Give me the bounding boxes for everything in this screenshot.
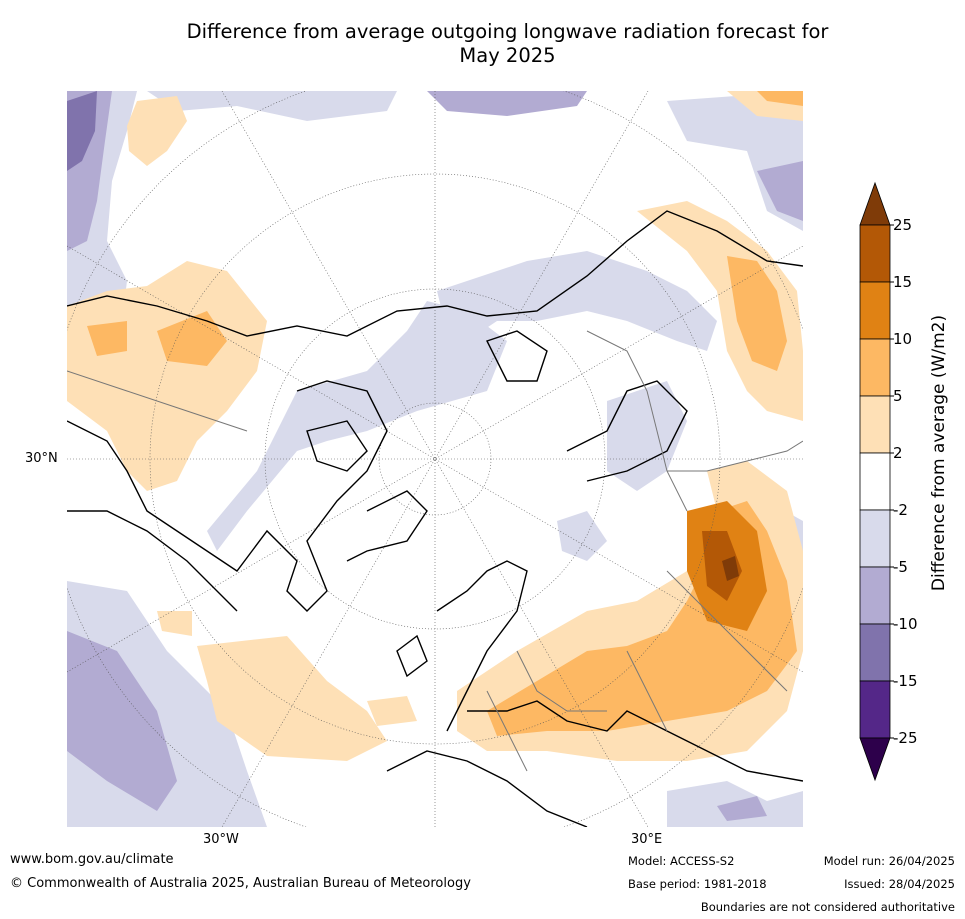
disclaimer-text: Boundaries are not considered authoritat…	[700, 900, 955, 914]
graticule	[67, 91, 803, 827]
lon-label-30e: 30°E	[631, 832, 663, 847]
colorbar-tick-label: -25	[893, 729, 918, 747]
colorbar-tick-label: 5	[893, 387, 903, 405]
polar-map	[67, 91, 803, 827]
colorbar-swatch	[859, 566, 891, 625]
colorbar-arrow-top	[859, 181, 891, 226]
colorbar-arrow-bottom	[859, 737, 891, 782]
colorbar-tick-label: -5	[893, 558, 908, 576]
coastlines	[67, 210, 803, 827]
colorbar-tick-label: 2	[893, 444, 903, 462]
colorbar-swatch	[859, 224, 891, 283]
colorbar-swatch	[859, 338, 891, 397]
colorbar-tick-label: 15	[893, 273, 912, 291]
colorbar-swatch	[859, 281, 891, 340]
colorbar-swatch	[859, 452, 891, 511]
colorbar-swatch	[859, 680, 891, 739]
country-boundaries	[67, 330, 803, 772]
colorbar-tick-label: -10	[893, 615, 918, 633]
model-run-text: Model run: 26/04/2025	[823, 854, 955, 868]
colorbar-swatch	[859, 509, 891, 568]
positive-anomaly-regions	[67, 91, 803, 761]
model-text: Model: ACCESS-S2	[628, 854, 735, 868]
lat-label-30n: 30°N	[25, 451, 58, 466]
negative-anomaly-regions	[67, 91, 803, 827]
colorbar-swatch	[859, 623, 891, 682]
colorbar-ticks: 25 15 10 5 2 -2 -5 -10 -15 -25	[890, 216, 918, 747]
colorbar-tick-label: 25	[893, 216, 912, 234]
lon-label-30w: 30°W	[203, 832, 239, 847]
issued-text: Issued: 28/04/2025	[844, 877, 955, 891]
copyright-text: © Commonwealth of Australia 2025, Austra…	[10, 876, 471, 891]
colorbar-tick-label: -2	[893, 501, 908, 519]
title-line-1: Difference from average outgoing longwav…	[186, 20, 829, 43]
map-title: Difference from average outgoing longwav…	[140, 20, 875, 68]
colorbar-tick-label: 10	[893, 330, 912, 348]
base-period-text: Base period: 1981-2018	[628, 877, 767, 891]
title-line-2: May 2025	[459, 44, 556, 67]
colorbar-swatches	[859, 181, 891, 782]
colorbar: 25 15 10 5 2 -2 -5 -10 -15 -25 Difference from av…	[859, 181, 949, 782]
website-link[interactable]: www.bom.gov.au/climate	[10, 852, 174, 867]
colorbar-tick-label: -15	[893, 672, 918, 690]
colorbar-label: Difference from average (W/m2)	[929, 315, 949, 591]
colorbar-swatch	[859, 395, 891, 454]
